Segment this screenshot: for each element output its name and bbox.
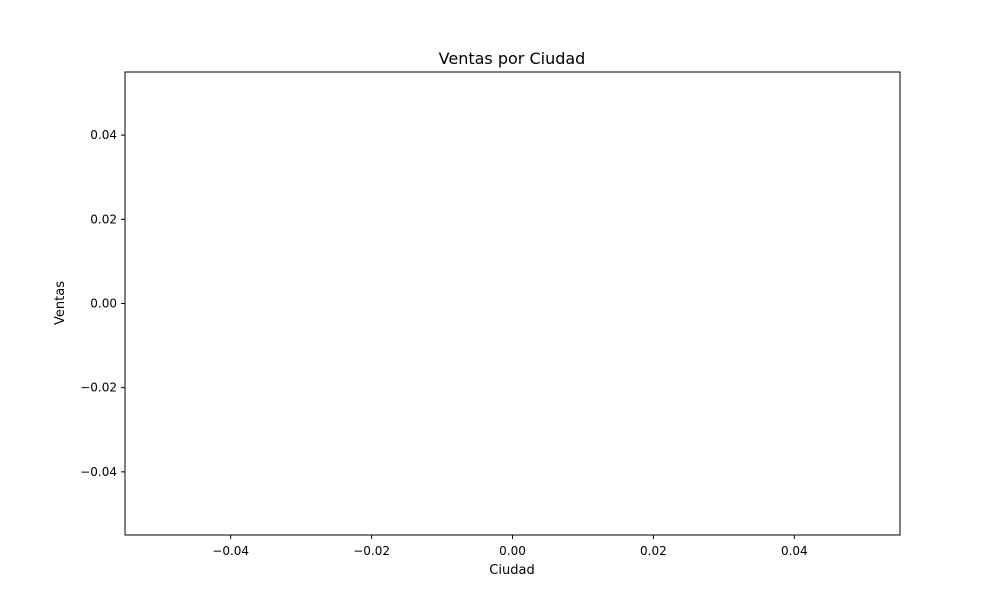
- x-axis: −0.04 −0.02 0.00 0.02 0.04: [212, 535, 808, 558]
- x-axis-title: Ciudad: [489, 563, 534, 578]
- y-axis-title: Ventas: [53, 281, 68, 325]
- x-tick-label: 0.02: [640, 544, 667, 558]
- x-tick-label: −0.02: [353, 544, 390, 558]
- chart-title: Ventas por Ciudad: [439, 49, 586, 68]
- x-tick-label: −0.04: [212, 544, 249, 558]
- x-tick-label: 0.00: [499, 544, 526, 558]
- y-tick-label: 0.04: [90, 128, 117, 142]
- y-tick-label: −0.04: [80, 465, 117, 479]
- x-tick-label: 0.04: [781, 544, 808, 558]
- y-tick-label: 0.00: [90, 297, 117, 311]
- y-axis: −0.04 −0.02 0.00 0.02 0.04: [80, 128, 125, 479]
- y-tick-label: 0.02: [90, 212, 117, 226]
- y-tick-label: −0.02: [80, 381, 117, 395]
